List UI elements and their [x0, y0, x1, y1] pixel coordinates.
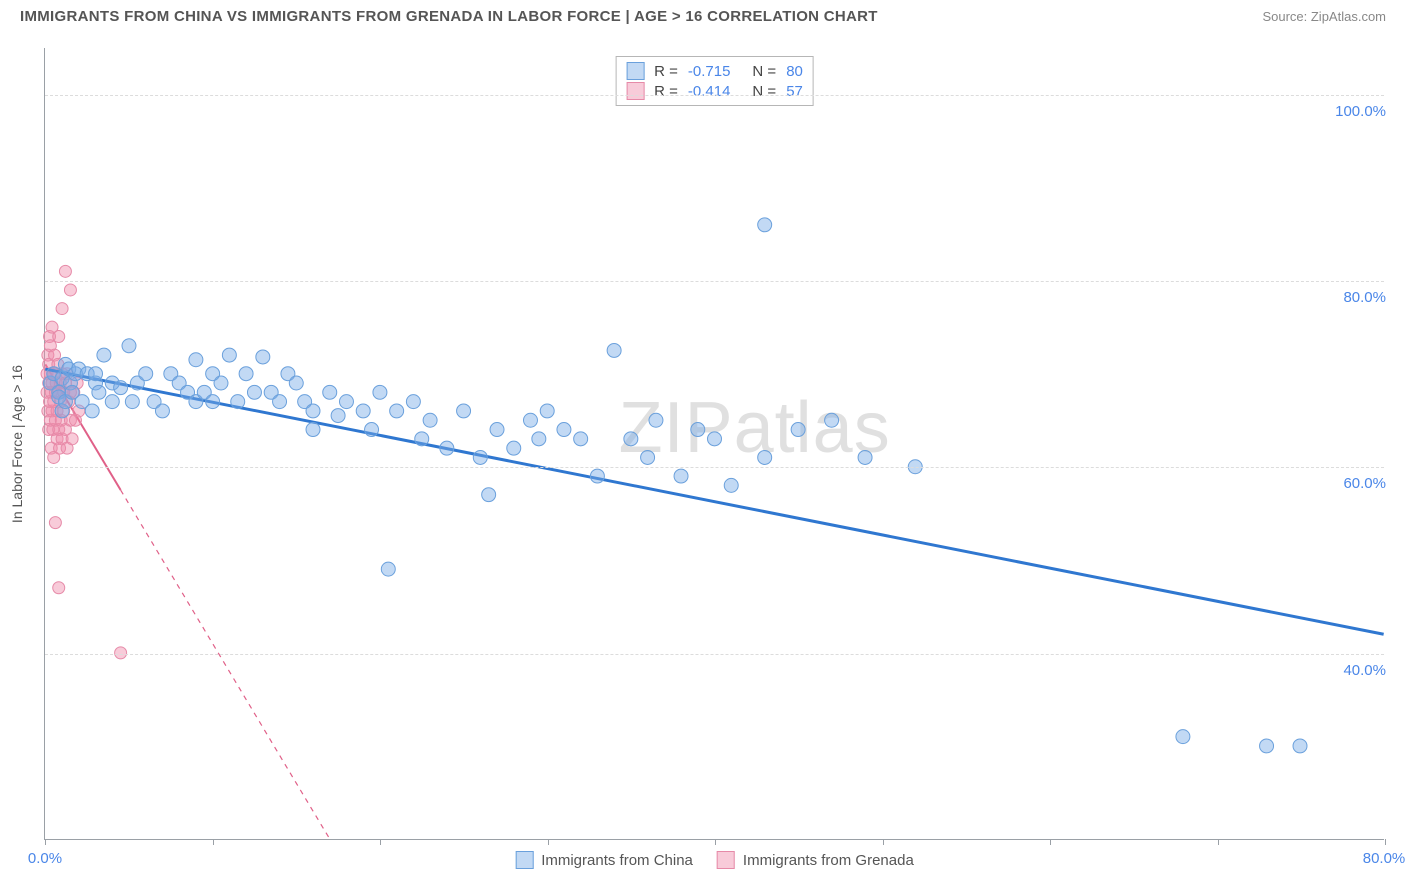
r-grenada: -0.414: [688, 83, 731, 100]
swatch-china-icon: [515, 851, 533, 869]
scatter-svg: [45, 48, 1384, 839]
chart-source: Source: ZipAtlas.com: [1262, 9, 1386, 24]
r-china: -0.715: [688, 63, 731, 80]
legend-item-grenada: Immigrants from Grenada: [717, 851, 914, 869]
x-tick: [1385, 839, 1386, 845]
gridline: [45, 281, 1384, 282]
y-axis-title: In Labor Force | Age > 16: [9, 364, 25, 522]
series-legend: Immigrants from China Immigrants from Gr…: [515, 851, 914, 869]
x-tick: [213, 839, 214, 845]
x-tick: [380, 839, 381, 845]
swatch-grenada-icon: [717, 851, 735, 869]
legend-row-china: R = -0.715 N = 80: [626, 61, 803, 81]
gridline: [45, 654, 1384, 655]
x-tick-max: 80.0%: [1363, 850, 1406, 867]
chart-plot-area: In Labor Force | Age > 16 ZIPatlas R = -…: [44, 48, 1384, 840]
swatch-china: [626, 62, 644, 80]
swatch-grenada: [626, 82, 644, 100]
y-tick-label: 40.0%: [1306, 662, 1386, 679]
gridline: [45, 95, 1384, 96]
x-tick: [1050, 839, 1051, 845]
legend-item-china: Immigrants from China: [515, 851, 693, 869]
y-tick-label: 100.0%: [1306, 103, 1386, 120]
y-tick-label: 60.0%: [1306, 475, 1386, 492]
x-tick: [1218, 839, 1219, 845]
x-tick: [715, 839, 716, 845]
y-tick-label: 80.0%: [1306, 289, 1386, 306]
legend-row-grenada: R = -0.414 N = 57: [626, 81, 803, 101]
n-grenada: 57: [786, 83, 803, 100]
n-china: 80: [786, 63, 803, 80]
x-tick: [548, 839, 549, 845]
gridline: [45, 467, 1384, 468]
legend-label-grenada: Immigrants from Grenada: [743, 852, 914, 869]
correlation-legend: R = -0.715 N = 80 R = -0.414 N = 57: [615, 56, 814, 106]
chart-title: IMMIGRANTS FROM CHINA VS IMMIGRANTS FROM…: [20, 8, 878, 25]
x-tick: [883, 839, 884, 845]
x-tick: [45, 839, 46, 845]
legend-label-china: Immigrants from China: [541, 852, 693, 869]
x-tick-min: 0.0%: [28, 850, 62, 867]
